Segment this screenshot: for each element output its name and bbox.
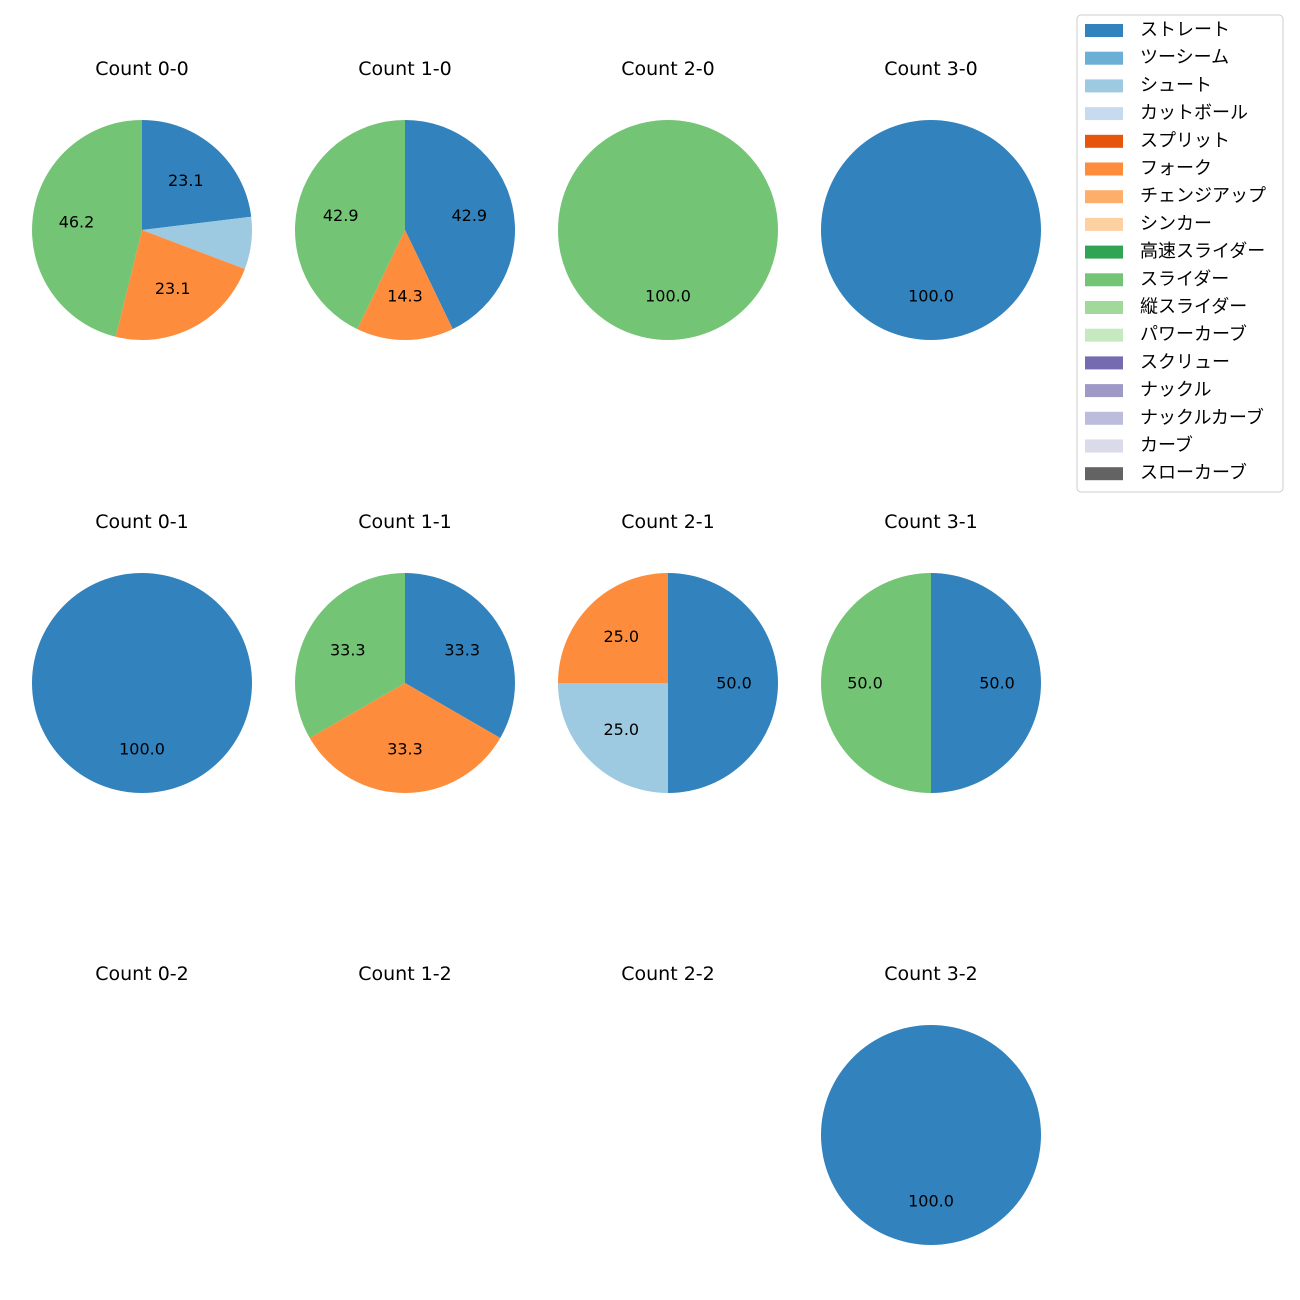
pie-slice — [405, 120, 516, 330]
panel-title: Count 2-2 — [621, 963, 715, 985]
legend-swatch — [1085, 134, 1123, 148]
pie-slice — [357, 230, 453, 341]
legend-swatch — [1085, 24, 1123, 37]
slice-label: 46.2 — [59, 213, 95, 232]
legend-label: シュート — [1140, 75, 1212, 96]
pie-slice — [405, 573, 515, 738]
slice-label: 23.1 — [155, 279, 191, 298]
legend-swatch — [1085, 273, 1123, 287]
legend-label: チェンジアップ — [1140, 186, 1266, 207]
legend-swatch — [1085, 467, 1123, 481]
pie-slice — [558, 573, 668, 683]
legend-swatch — [1085, 245, 1123, 259]
slice-label: 33.3 — [387, 740, 423, 759]
legend-label: カーブ — [1140, 434, 1193, 456]
legend-label: カットボール — [1140, 103, 1248, 124]
pie-slice — [309, 683, 501, 793]
pie-panel: Count 3-2 100.0 — [821, 963, 1041, 1245]
slice-label: 100.0 — [908, 287, 954, 306]
pie-slice — [32, 573, 252, 793]
legend-swatch — [1085, 411, 1123, 425]
pie-slice — [821, 573, 931, 793]
legend-label: パワーカーブ — [1140, 323, 1247, 345]
legend-label: スローカーブ — [1140, 462, 1247, 484]
pie-slice — [668, 573, 778, 793]
legend-frame — [1076, 14, 1284, 493]
legend-swatch — [1085, 384, 1123, 398]
slice-label: 42.9 — [323, 206, 359, 225]
pie-panel: Count 2-1 50.0 25.0 25.0 — [558, 511, 778, 793]
legend-swatch — [1085, 439, 1123, 453]
pie-panel: Count 1-0 42.9 14.3 42.9 — [294, 58, 516, 341]
pie-panel: Count 2-0 100.0 — [558, 58, 778, 340]
slice-label: 100.0 — [119, 740, 165, 759]
legend-label: スプリット — [1140, 130, 1230, 151]
slice-label: 23.1 — [168, 171, 204, 190]
legend-swatch — [1085, 51, 1123, 65]
legend-label: スライダー — [1140, 269, 1229, 290]
pie-slice — [32, 120, 142, 337]
slice-label: 100.0 — [645, 287, 691, 306]
pie-panel: Count 3-1 50.0 50.0 — [821, 511, 1041, 793]
legend-swatch — [1085, 328, 1123, 342]
slice-label: 33.3 — [330, 641, 366, 660]
legend-swatch — [1085, 79, 1123, 93]
pie-slice — [142, 216, 253, 270]
slice-label: 25.0 — [603, 627, 639, 646]
slice-label: 50.0 — [979, 674, 1015, 693]
legend-swatch — [1085, 301, 1123, 314]
panel-title: Count 3-0 — [884, 58, 978, 80]
legend-label: 縦スライダー — [1140, 297, 1247, 318]
legend-swatch — [1085, 107, 1123, 121]
panel-title: Count 2-1 — [621, 511, 715, 533]
slice-label: 33.3 — [444, 641, 480, 660]
pie-slice — [115, 230, 245, 340]
panel-title: Count 0-1 — [95, 511, 189, 533]
legend-label: フォーク — [1140, 158, 1212, 179]
pie-slice — [294, 120, 405, 330]
panel-title: Count 2-0 — [621, 58, 715, 80]
pie-panel: Count 3-0 100.0 — [821, 58, 1041, 340]
slice-label: 50.0 — [716, 674, 752, 693]
slice-label: 100.0 — [908, 1192, 954, 1211]
legend-label: ストレート — [1140, 20, 1230, 41]
slice-label: 14.3 — [387, 287, 423, 306]
pie-slice — [142, 120, 252, 230]
legend-swatch — [1085, 217, 1123, 231]
pie-slice — [821, 1025, 1041, 1245]
legend-swatch — [1085, 356, 1123, 370]
legend-swatch — [1085, 162, 1123, 176]
pie-panel: Count 0-2 — [95, 963, 189, 985]
pie-slice — [931, 573, 1041, 793]
panel-title: Count 1-2 — [358, 963, 452, 985]
panel-title: Count 1-0 — [358, 58, 452, 80]
pie-slice — [821, 120, 1041, 340]
legend-label: スクリュー — [1140, 352, 1230, 373]
panel-title: Count 3-1 — [884, 511, 978, 533]
slice-label: 42.9 — [451, 206, 487, 225]
pie-panel: Count 1-2 — [358, 963, 452, 985]
panel-title: Count 1-1 — [358, 511, 452, 533]
legend-label: ナックルカーブ — [1140, 406, 1264, 428]
legend-label: ツーシーム — [1140, 47, 1229, 68]
panel-title: Count 3-2 — [884, 963, 978, 985]
legend-label: ナックル — [1140, 380, 1211, 401]
slice-label: 25.0 — [603, 720, 639, 739]
legend-swatch — [1085, 190, 1123, 204]
legend-label: 高速スライダー — [1140, 241, 1265, 262]
panel-title: Count 0-0 — [95, 58, 189, 80]
pie-panel: Count 2-2 — [621, 963, 715, 985]
legend: ストレートツーシームシュートカットボールスプリットフォークチェンジアップシンカー… — [1076, 14, 1284, 493]
pie-slice — [295, 573, 405, 738]
pie-slice — [558, 120, 778, 340]
pie-slice — [558, 683, 668, 793]
panel-title: Count 0-2 — [95, 963, 189, 985]
pie-panel: Count 1-1 33.3 33.3 33.3 — [295, 511, 515, 793]
slice-label: 50.0 — [847, 674, 883, 693]
pie-panel: Count 0-1 100.0 — [32, 511, 252, 793]
pie-panel: Count 0-0 23.1 23.1 46.2 — [32, 58, 253, 340]
legend-label: シンカー — [1140, 213, 1212, 234]
